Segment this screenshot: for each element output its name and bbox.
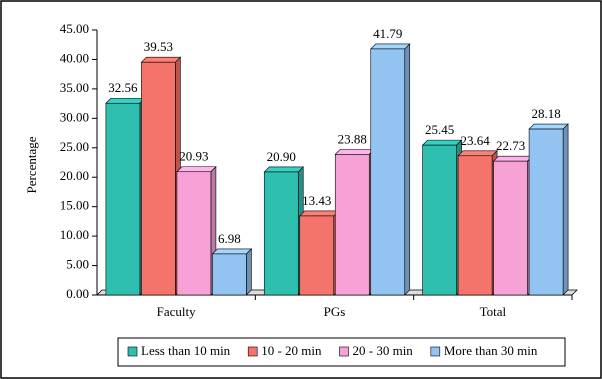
bar-top [492, 155, 534, 162]
bar [457, 155, 493, 296]
value-label: 32.56 [108, 80, 138, 95]
y-tick-label: 10.00 [60, 227, 89, 242]
value-label: 28.18 [531, 106, 560, 121]
bar-top [457, 150, 498, 157]
bar-top [140, 56, 182, 63]
legend-label: More than 30 min [444, 343, 538, 358]
bar-top [334, 149, 375, 155]
legend-swatch [247, 346, 258, 357]
y-tick-label: 40.00 [60, 50, 89, 65]
bar-top [211, 248, 253, 255]
bar-top [299, 210, 340, 217]
y-tick-label: 35.00 [60, 80, 89, 95]
bar [334, 154, 370, 296]
y-tick-label: 20.00 [60, 168, 89, 183]
bar [370, 48, 406, 296]
bar-top [176, 166, 217, 173]
y-tick-label: 25.00 [60, 139, 89, 154]
x-tick-label: Total [480, 304, 507, 319]
bar [105, 102, 141, 296]
bar-top [105, 97, 146, 104]
bar-side [562, 123, 569, 296]
bar [422, 144, 457, 296]
value-label: 25.45 [425, 122, 454, 137]
bar-top [421, 139, 463, 146]
x-tick-label: Faculty [157, 304, 196, 319]
legend-label: Less than 10 min [141, 343, 231, 358]
y-tick-label: 30.00 [60, 109, 89, 124]
y-tick-label: 45.00 [60, 21, 89, 36]
value-label: 39.53 [144, 39, 173, 54]
bar [493, 160, 528, 296]
legend-swatch [339, 346, 349, 357]
bar-side [404, 43, 411, 296]
value-label: 23.88 [338, 131, 367, 146]
bar [263, 171, 299, 296]
legend-swatch [127, 346, 138, 357]
value-label: 22.73 [496, 138, 525, 153]
value-label: 23.64 [460, 133, 490, 148]
bar [299, 215, 335, 296]
y-axis-label: Percentage [24, 136, 39, 193]
value-label: 20.93 [179, 149, 208, 164]
y-tick-label: 5.00 [66, 257, 89, 272]
value-label: 6.98 [218, 231, 241, 246]
y-tick-label: 0.00 [66, 286, 89, 301]
legend-swatch [430, 346, 441, 357]
bar-top [528, 123, 569, 130]
bar [212, 253, 247, 296]
value-label: 13.43 [302, 193, 331, 208]
x-tick-label: PGs [324, 304, 346, 319]
value-label: 41.79 [373, 26, 402, 41]
bar [176, 171, 212, 296]
bar-side [246, 248, 252, 296]
legend-label: 10 - 20 min [261, 343, 322, 358]
bar [528, 128, 564, 296]
bar-top [263, 166, 304, 173]
bar-top [370, 43, 411, 50]
y-tick-label: 15.00 [60, 198, 89, 213]
bar [141, 61, 176, 296]
legend-label: 20 - 30 min [353, 343, 414, 358]
value-label: 20.90 [267, 149, 296, 164]
